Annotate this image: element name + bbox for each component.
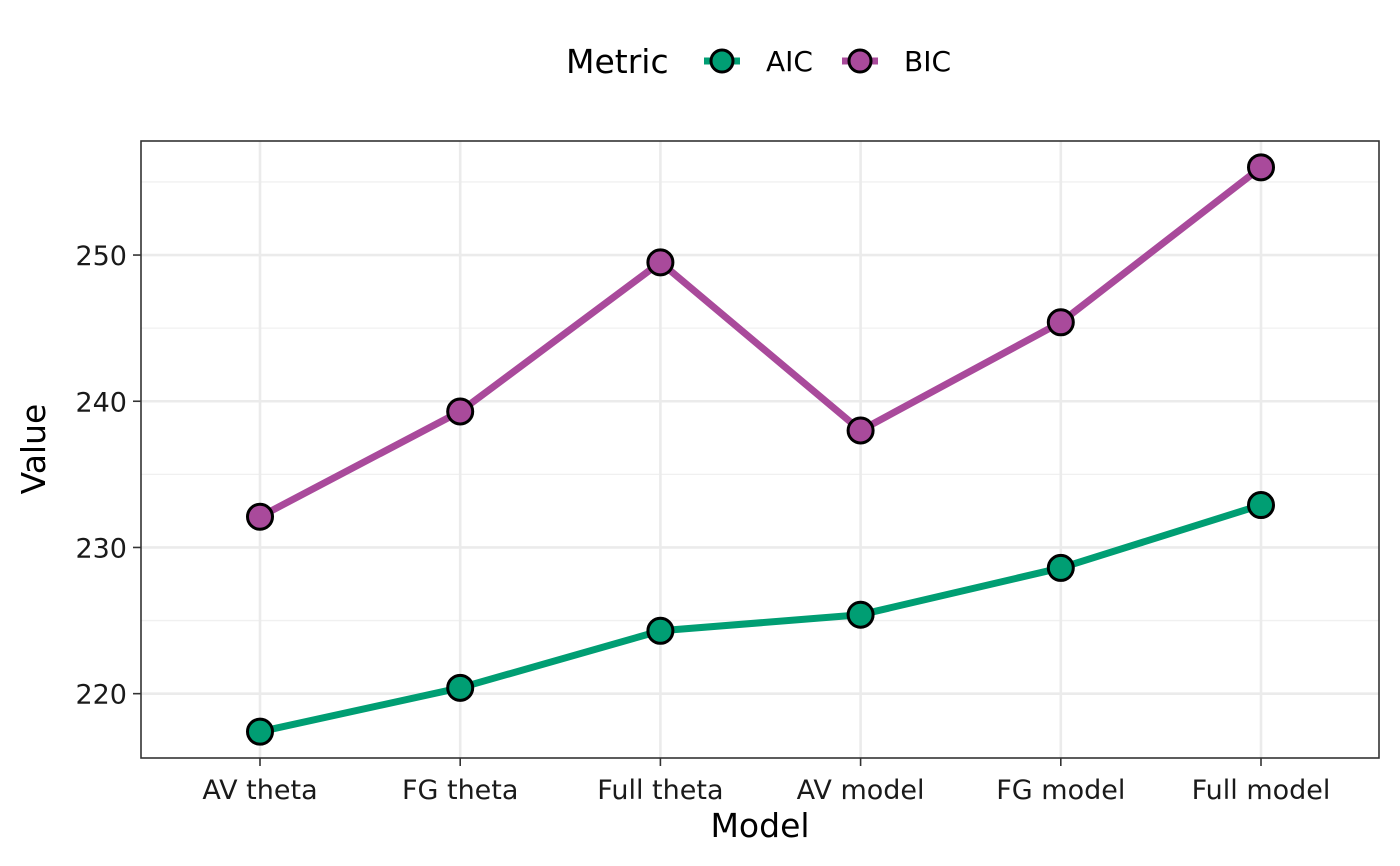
plot-panel [141,141,1379,758]
aic-point [846,600,875,629]
legend-key-point [709,48,735,74]
aic-line [259,501,1263,736]
bic-point [646,248,675,277]
x-axis: AV theta FG theta Full theta AV model FG mod… [202,758,1330,806]
legend-label: BIC [904,45,951,78]
aic-point [1247,491,1275,520]
legend: Metric AIC BIC [566,42,951,81]
x-tick-label: AV model [797,775,925,806]
legend-title: Metric [566,42,669,81]
aic-point [1046,553,1075,582]
x-tick-label: Full model [1192,775,1331,806]
bic-point [1046,308,1075,337]
aic-point [246,717,274,746]
y-axis: 220 230 240 250 [75,241,141,711]
legend-label: AIC [766,45,813,78]
plot-border [140,140,1380,759]
aic-point [646,616,675,645]
legend-key-point [847,48,873,74]
x-tick-label: FG theta [402,775,518,806]
bic-point [246,502,274,531]
bic-point [446,397,475,426]
y-tick-label: 250 [75,241,127,272]
x-tick-label: FG model [996,775,1125,806]
series-aic [246,491,1275,746]
series-bic [246,153,1275,531]
y-tick-label: 220 [75,680,127,711]
legend-item-aic: AIC [704,45,813,78]
bic-line [258,164,1264,520]
bic-point [1247,153,1275,182]
y-tick-label: 240 [75,387,127,418]
x-axis-title: Model [710,806,809,845]
legend-item-bic: BIC [842,45,951,78]
aic-point [446,673,475,702]
y-axis-title: Value [14,404,53,495]
y-tick-label: 230 [75,533,127,564]
bic-point [846,416,875,445]
x-tick-label: AV theta [202,775,317,806]
grid-lines [141,141,1379,758]
series-layer [246,153,1275,746]
x-tick-label: Full theta [597,775,723,806]
